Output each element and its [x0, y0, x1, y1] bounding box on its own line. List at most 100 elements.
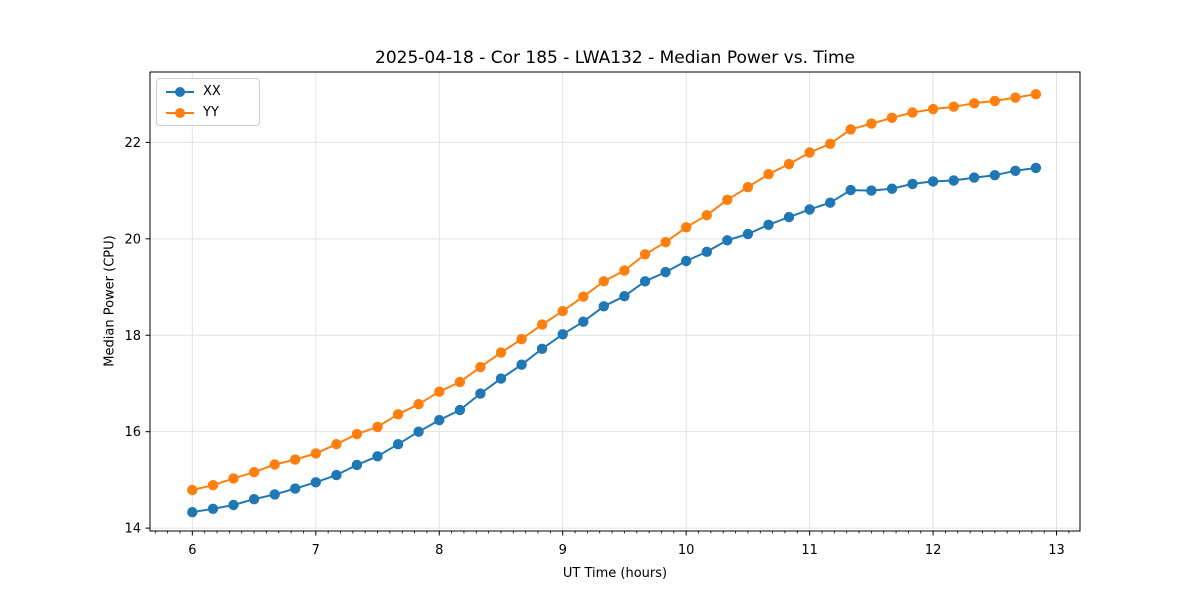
- series-yy-point: [927, 103, 939, 115]
- series-xx-point: [742, 228, 754, 240]
- series-yy-point: [804, 147, 815, 158]
- series-xx-point: [681, 255, 692, 267]
- series-xx-point: [927, 176, 939, 187]
- x-tick-label: 7: [312, 543, 320, 558]
- series-xx-line: [192, 166, 1037, 514]
- series-xx-point: [1010, 165, 1021, 176]
- x-tick-label: 6: [188, 543, 196, 558]
- series-yy-point: [331, 439, 342, 450]
- series-xx-point: [290, 483, 301, 494]
- series-yy-point: [248, 467, 260, 478]
- series-yy-line: [192, 93, 1037, 491]
- series-xx-point: [639, 276, 651, 287]
- y-tick-label: 14: [124, 522, 141, 537]
- series-xx-point: [392, 439, 404, 450]
- series-xx-point: [989, 170, 1000, 181]
- series-xx-point: [1030, 162, 1042, 174]
- series-yy-point: [269, 459, 280, 470]
- series-xx-point: [722, 235, 733, 246]
- series-yy-point: [907, 107, 918, 118]
- series-yy-point: [722, 194, 733, 205]
- series-yy-point: [969, 98, 980, 109]
- series-xx-point: [434, 414, 445, 426]
- series-xx-point: [660, 266, 671, 278]
- series-xx-point: [948, 175, 959, 186]
- series-yy-point: [557, 305, 568, 317]
- series-xx-point: [207, 503, 219, 514]
- series-xx-point: [475, 388, 486, 399]
- series-yy-point: [495, 347, 507, 358]
- series-yy-point: [742, 182, 754, 193]
- series-yy-point: [351, 428, 363, 440]
- series-yy-point: [207, 480, 219, 491]
- series-xx-point: [866, 185, 877, 196]
- chart-title: 2025-04-18 - Cor 185 - LWA132 - Median P…: [375, 48, 855, 68]
- series-yy-point: [475, 361, 486, 373]
- series-xx-point: [701, 246, 712, 257]
- series-xx-point: [783, 211, 795, 223]
- series-xx-point: [372, 451, 383, 462]
- series-xx-point: [454, 404, 466, 416]
- series-xx-point: [763, 219, 774, 230]
- series-yy-point: [454, 376, 466, 388]
- legend-label-xx: XX: [203, 84, 221, 99]
- series-yy-point: [516, 333, 527, 345]
- series-yy-point: [536, 319, 548, 330]
- series-xx-point: [886, 183, 898, 194]
- series-yy-point: [228, 473, 239, 484]
- legend: XX YY: [156, 78, 260, 126]
- series-yy-point: [948, 101, 959, 112]
- series-xx-point: [269, 489, 280, 500]
- series-yy-point: [310, 448, 321, 459]
- series-yy-point: [701, 210, 712, 221]
- legend-label-yy: YY: [203, 105, 219, 120]
- series-yy-point: [989, 95, 1000, 107]
- series-xx-point: [619, 291, 630, 302]
- series-yy-point: [763, 169, 774, 180]
- series-yy-point: [434, 386, 445, 397]
- series-xx-point: [907, 178, 918, 190]
- y-tick-label: 20: [124, 232, 141, 247]
- series-xx-point: [248, 494, 260, 505]
- series-xx-point: [536, 343, 548, 354]
- series-yy-point: [413, 399, 424, 410]
- y-axis-label: Median Power (CPU): [102, 235, 118, 367]
- x-tick-label: 8: [435, 543, 443, 558]
- series-xx-point: [351, 459, 363, 471]
- y-tick-label: 22: [124, 136, 141, 151]
- legend-swatch-xx-icon: [166, 86, 194, 97]
- series-yy-point: [681, 222, 692, 233]
- y-tick-label: 16: [124, 425, 141, 440]
- series-xx-point: [495, 373, 507, 384]
- series-xx-point: [825, 197, 836, 208]
- y-tick-label: 18: [124, 329, 141, 344]
- series-yy-point: [598, 276, 609, 287]
- axes-frame: [149, 71, 1081, 532]
- series-xx-point: [331, 469, 342, 481]
- series-yy-point: [1030, 89, 1042, 100]
- series-yy-point: [825, 138, 836, 149]
- series-xx-point: [516, 359, 527, 370]
- series-yy-point: [619, 265, 630, 276]
- legend-item-yy: YY: [165, 105, 251, 120]
- series-xx-point: [187, 507, 198, 518]
- legend-swatch-yy-icon: [166, 107, 194, 118]
- series-yy-point: [1010, 92, 1021, 103]
- series-yy-point: [639, 249, 651, 260]
- series-yy-point: [660, 237, 671, 248]
- x-axis-label: UT Time (hours): [562, 566, 668, 581]
- series-yy-point: [290, 454, 301, 465]
- series-xx-point: [413, 426, 424, 437]
- x-tick-label: 11: [801, 543, 818, 558]
- series-xx-point: [804, 204, 815, 215]
- series-yy-point: [392, 409, 404, 420]
- series-xx-point: [557, 329, 568, 340]
- series-xx-point: [845, 184, 856, 196]
- x-tick-label: 13: [1048, 543, 1065, 558]
- series-xx-point: [228, 499, 239, 511]
- x-tick-label: 10: [678, 543, 695, 558]
- series-yy-point: [866, 118, 877, 129]
- series-yy-point: [886, 112, 898, 124]
